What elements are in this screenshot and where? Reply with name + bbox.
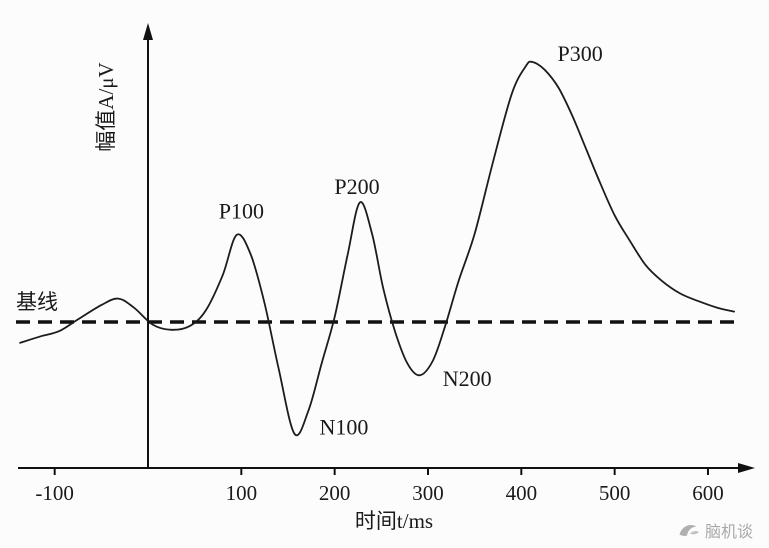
x-tick-label: -100	[35, 481, 74, 505]
x-tick-label: 500	[599, 481, 631, 505]
x-tick-label: 600	[692, 481, 724, 505]
x-tick-label: 200	[319, 481, 351, 505]
baseline-label: 基线	[16, 290, 58, 314]
x-axis-title: 时间t/ms	[355, 509, 433, 533]
x-tick-label: 100	[226, 481, 258, 505]
peak-annotation-p300: P300	[557, 41, 602, 66]
peak-annotation-p100: P100	[219, 199, 264, 224]
x-tick-label: 300	[412, 481, 444, 505]
y-axis-arrow-icon	[143, 23, 153, 40]
x-tick-label: 400	[506, 481, 538, 505]
erp-waveform-curve	[19, 60, 735, 437]
watermark-text: 脑机谈	[704, 524, 753, 541]
watermark: 脑机谈	[678, 518, 753, 542]
y-axis-title: 幅值A/μV	[94, 62, 118, 151]
peak-annotation-p200: P200	[334, 174, 379, 199]
x-axis-arrow-icon	[738, 463, 755, 473]
peak-annotation-n100: N100	[320, 414, 369, 439]
brand-bird-icon	[679, 524, 699, 537]
peak-annotation-n200: N200	[443, 366, 492, 391]
